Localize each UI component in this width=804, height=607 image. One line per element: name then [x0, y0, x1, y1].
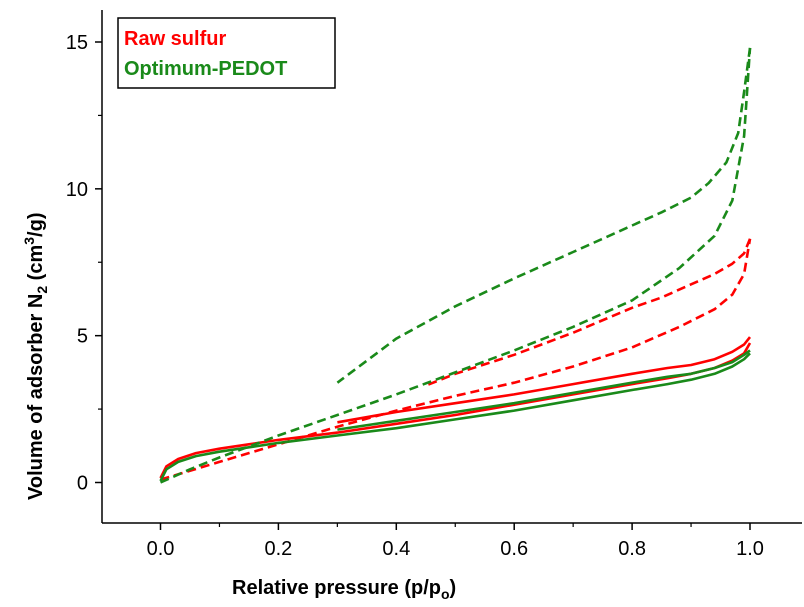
x-tick-label: 0.2 [264, 538, 292, 560]
series-line-optimum-pedot-dashed-6 [159, 47, 752, 484]
y-axis-label: Volume of adsorber N2 (cm3/g) [21, 213, 50, 500]
x-axis-label-end: ) [450, 577, 457, 599]
x-tick-label: 1.0 [736, 538, 764, 560]
y-axis-label-subscript: 2 [34, 286, 50, 294]
series-line-optimum-pedot-solid-5 [337, 349, 751, 431]
x-tick-label: 0.8 [618, 538, 646, 560]
y-tick-label: 0 [77, 473, 88, 495]
legend-item-optimum-pedot: Optimum-PEDOT [124, 58, 287, 80]
series-line-optimum-pedot-solid-4 [159, 352, 751, 482]
y-ticks: 0 5 10 15 [66, 32, 102, 495]
y-tick-label: 5 [77, 326, 88, 348]
x-ticks: 0.0 0.2 0.4 0.6 0.8 1.0 [147, 523, 764, 560]
y-tick-label: 15 [66, 32, 88, 54]
series-line-raw-sulfur-dashed-2 [160, 238, 752, 481]
series-line-raw-sulfur-dashed-3 [425, 238, 752, 387]
x-axis-label-subscript: o [441, 586, 450, 602]
y-axis-label-superscript: 3 [21, 237, 37, 245]
y-tick-label: 10 [66, 179, 88, 201]
plot-lines [159, 47, 752, 484]
series-line-raw-sulfur-solid-1 [337, 336, 752, 424]
y-axis-label-part1: Volume of adsorber N [25, 294, 47, 500]
y-axis-label-part2: (cm [25, 245, 47, 286]
legend: Raw sulfur Optimum-PEDOT [117, 17, 336, 89]
series-line-raw-sulfur-solid-0 [159, 342, 752, 479]
legend-item-raw-sulfur: Raw sulfur [124, 28, 226, 50]
series-line-optimum-pedot-dashed-7 [336, 47, 752, 384]
x-tick-label: 0.6 [500, 538, 528, 560]
y-axis-label-part3: /g) [25, 213, 47, 237]
legend-box [117, 17, 336, 89]
x-axis-label: Relative pressure (p/po) [232, 577, 456, 602]
x-tick-label: 0.4 [382, 538, 410, 560]
x-tick-label: 0.0 [147, 538, 175, 560]
x-axis-label-main: Relative pressure (p/p [232, 577, 441, 599]
